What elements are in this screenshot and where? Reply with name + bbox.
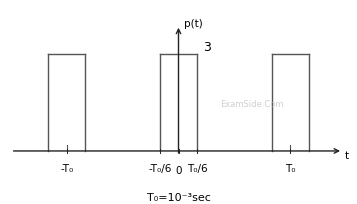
Text: -T₀/6: -T₀/6 <box>148 163 171 173</box>
Text: ExamSide.Com: ExamSide.Com <box>221 99 284 108</box>
Text: T₀/6: T₀/6 <box>187 163 207 173</box>
Text: -T₀: -T₀ <box>60 163 73 173</box>
Text: 3: 3 <box>203 40 211 53</box>
Text: 0: 0 <box>175 165 182 175</box>
Text: T₀=10⁻³sec: T₀=10⁻³sec <box>147 192 210 202</box>
Text: p(t): p(t) <box>184 19 203 29</box>
Text: T₀: T₀ <box>285 163 296 173</box>
Text: t: t <box>345 150 349 160</box>
